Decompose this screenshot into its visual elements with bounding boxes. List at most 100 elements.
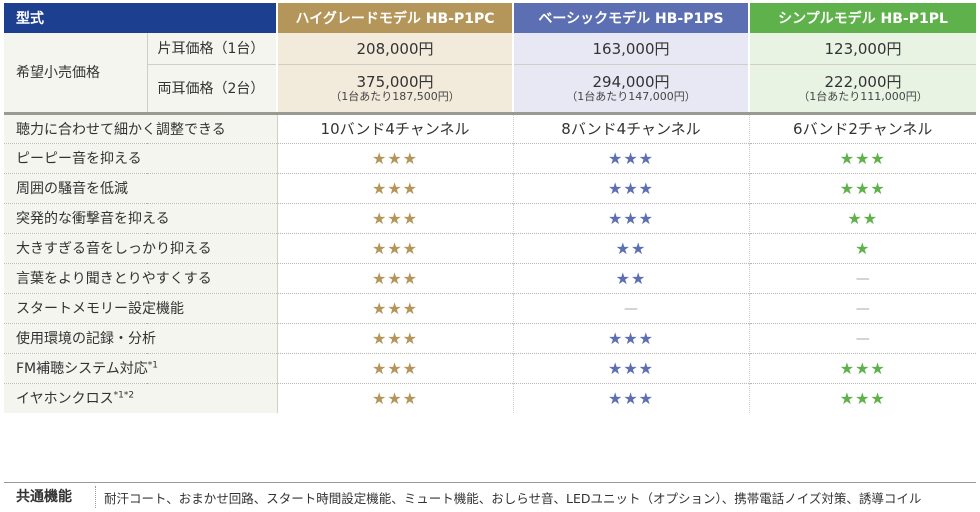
feature-label-text: FM補聴システム対応 bbox=[16, 361, 148, 377]
star-rating-icon: ★★★ bbox=[839, 358, 886, 378]
price-single-highgrade: 208,000円 bbox=[276, 33, 513, 65]
feature-value-simple: ★ bbox=[748, 232, 976, 263]
star-rating-icon: ★★★ bbox=[839, 148, 886, 168]
star-rating-icon: ★★★ bbox=[371, 298, 419, 318]
feature-label: FM補聴システム対応*1 bbox=[4, 352, 278, 383]
star-rating-icon: ★★★ bbox=[371, 148, 419, 168]
common-features-label: 共通機能 bbox=[4, 486, 96, 508]
model-header-highgrade: ハイグレードモデル HB-P1PC bbox=[276, 3, 513, 33]
feature-value-highgrade: ★★★ bbox=[276, 352, 513, 383]
feature-value-simple: ★★★ bbox=[748, 142, 976, 173]
feature-row: 周囲の騒音を低減 ★★★ ★★★ ★★★ bbox=[4, 172, 976, 203]
star-rating-icon: ★★★ bbox=[371, 358, 419, 378]
feature-value-simple: — bbox=[748, 262, 976, 293]
star-rating-icon: ★★ bbox=[847, 208, 879, 228]
feature-value-basic: ★★★ bbox=[512, 322, 749, 353]
feature-value-simple: ★★★ bbox=[748, 352, 976, 383]
star-rating-icon: ★★★ bbox=[607, 328, 655, 348]
star-rating-icon: ★★ bbox=[615, 238, 647, 258]
model-header-basic: ベーシックモデル HB-P1PS bbox=[512, 3, 749, 33]
spec-table: 型式 ハイグレードモデル HB-P1PC ベーシックモデル HB-P1PS シン… bbox=[4, 3, 976, 413]
feature-value-basic: ★★★ bbox=[512, 352, 749, 383]
feature-label: ピーピー音を抑える bbox=[4, 142, 278, 173]
feature-value-basic: ★★★ bbox=[512, 172, 749, 203]
feature-value-simple: — bbox=[748, 322, 976, 353]
star-rating-icon: ★★★ bbox=[371, 178, 419, 198]
feature-value-basic: ★★ bbox=[512, 232, 749, 263]
star-rating-icon: ★★★ bbox=[607, 178, 655, 198]
feature-row: 言葉をより聞きとりやすくする ★★★ ★★ — bbox=[4, 262, 976, 293]
feature-row: 使用環境の記録・分析 ★★★ ★★★ — bbox=[4, 322, 976, 353]
feature-value-simple: ★★★ bbox=[748, 172, 976, 203]
adjust-label: 聴力に合わせて細かく調整できる bbox=[4, 111, 278, 143]
feature-label: 突発的な衝撃音を抑える bbox=[4, 202, 278, 233]
price-per-unit: （1台あたり147,000円） bbox=[566, 89, 696, 103]
price-value: 294,000円 bbox=[592, 72, 670, 91]
star-rating-icon: ★★★ bbox=[371, 238, 419, 258]
feature-label: 大きすぎる音をしっかり抑える bbox=[4, 232, 278, 263]
dash-icon: — bbox=[855, 331, 870, 347]
dash-icon: — bbox=[624, 301, 638, 317]
feature-label: 使用環境の記録・分析 bbox=[4, 322, 278, 353]
price-double-basic: 294,000円 （1台あたり147,000円） bbox=[512, 64, 749, 113]
adjust-value-highgrade: 10バンド4チャンネル bbox=[276, 111, 513, 143]
star-rating-icon: ★★★ bbox=[371, 328, 419, 348]
feature-label-text: 大きすぎる音をしっかり抑える bbox=[16, 241, 212, 257]
price-single-label: 片耳価格（1台） bbox=[146, 33, 277, 65]
model-header-label: 型式 bbox=[4, 3, 277, 33]
price-value: 163,000円 bbox=[592, 39, 670, 58]
star-rating-icon: ★★★ bbox=[607, 358, 655, 378]
price-value: 222,000円 bbox=[824, 72, 902, 91]
price-single-basic: 163,000円 bbox=[512, 33, 749, 65]
model-header-simple: シンプルモデル HB-P1PL bbox=[748, 3, 976, 33]
price-value: 208,000円 bbox=[356, 39, 434, 58]
price-single-simple: 123,000円 bbox=[748, 33, 976, 65]
feature-row: FM補聴システム対応*1 ★★★ ★★★ ★★★ bbox=[4, 352, 976, 383]
feature-value-basic: ★★★ bbox=[512, 142, 749, 173]
price-single-row: 希望小売価格 片耳価格（1台） 208,000円 163,000円 123,00… bbox=[4, 33, 976, 114]
feature-row: 突発的な衝撃音を抑える ★★★ ★★★ ★★ bbox=[4, 202, 976, 233]
star-rating-icon: ★★★ bbox=[371, 388, 419, 408]
header-row: 型式 ハイグレードモデル HB-P1PC ベーシックモデル HB-P1PS シン… bbox=[4, 3, 976, 33]
price-per-unit: （1台あたり187,500円） bbox=[330, 89, 460, 103]
feature-label: イヤホンクロス*1*2 bbox=[4, 382, 278, 413]
feature-value-highgrade: ★★★ bbox=[276, 232, 513, 263]
feature-row: ピーピー音を抑える ★★★ ★★★ ★★★ bbox=[4, 142, 976, 173]
footnote-mark: *1 bbox=[147, 360, 158, 371]
feature-label-text: ピーピー音を抑える bbox=[16, 151, 142, 167]
feature-value-simple: — bbox=[748, 292, 976, 323]
price-double-simple: 222,000円 （1台あたり111,000円） bbox=[748, 64, 976, 113]
feature-value-highgrade: ★★★ bbox=[276, 292, 513, 323]
feature-value-basic: ★★ bbox=[512, 262, 749, 293]
price-value: 375,000円 bbox=[356, 72, 434, 91]
feature-value-highgrade: ★★★ bbox=[276, 262, 513, 293]
price-per-unit: （1台あたり111,000円） bbox=[798, 89, 928, 103]
star-rating-icon: ★★★ bbox=[607, 388, 655, 408]
star-rating-icon: ★★ bbox=[615, 268, 647, 288]
feature-value-highgrade: ★★★ bbox=[276, 142, 513, 173]
dash-icon: — bbox=[855, 301, 870, 317]
common-features: 共通機能 耐汗コート、おまかせ回路、スタート時間設定機能、ミュート機能、おしらせ… bbox=[4, 482, 976, 511]
dash-icon: — bbox=[855, 271, 870, 287]
feature-value-simple: ★★★ bbox=[748, 382, 976, 413]
price-double-row: 両耳価格（2台） 375,000円 （1台あたり187,500円） 294,000… bbox=[4, 64, 976, 113]
price-label: 希望小売価格 bbox=[4, 33, 147, 114]
feature-label-text: 周囲の騒音を低減 bbox=[16, 181, 128, 197]
adjust-row: 聴力に合わせて細かく調整できる 10バンド4チャンネル 8バンド4チャンネル 6… bbox=[4, 111, 976, 143]
star-rating-icon: ★★★ bbox=[607, 208, 655, 228]
feature-row: スタートメモリー設定機能 ★★★ — — bbox=[4, 292, 976, 323]
price-value: 123,000円 bbox=[824, 39, 902, 58]
star-rating-icon: ★★★ bbox=[839, 388, 886, 408]
feature-value-highgrade: ★★★ bbox=[276, 322, 513, 353]
star-rating-icon: ★★★ bbox=[607, 148, 655, 168]
feature-rows: ピーピー音を抑える ★★★ ★★★ ★★★ 周囲の騒音を低減 ★★★ ★★★ ★★★ 突発的な衝… bbox=[4, 142, 976, 413]
star-rating-icon: ★ bbox=[855, 238, 871, 258]
feature-value-basic: — bbox=[512, 292, 749, 323]
common-features-text: 耐汗コート、おまかせ回路、スタート時間設定機能、ミュート機能、おしらせ音、LED… bbox=[104, 490, 922, 506]
feature-label-text: イヤホンクロス bbox=[16, 391, 114, 408]
feature-label-text: スタートメモリー設定機能 bbox=[16, 301, 184, 317]
feature-value-basic: ★★★ bbox=[512, 202, 749, 233]
feature-label-text: 使用環境の記録・分析 bbox=[16, 331, 156, 347]
star-rating-icon: ★★★ bbox=[371, 268, 419, 288]
feature-value-highgrade: ★★★ bbox=[276, 382, 513, 413]
